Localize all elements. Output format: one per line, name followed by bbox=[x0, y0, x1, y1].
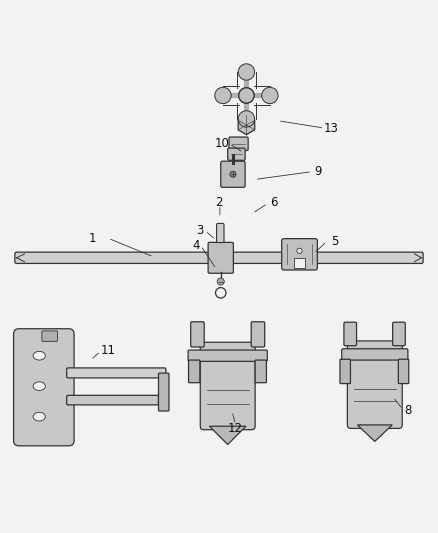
Text: 6: 6 bbox=[270, 196, 277, 208]
FancyBboxPatch shape bbox=[188, 360, 200, 383]
FancyBboxPatch shape bbox=[255, 360, 266, 383]
FancyBboxPatch shape bbox=[67, 368, 166, 378]
FancyBboxPatch shape bbox=[67, 395, 159, 405]
FancyBboxPatch shape bbox=[251, 322, 265, 347]
Text: 2: 2 bbox=[215, 196, 223, 208]
Ellipse shape bbox=[33, 382, 46, 391]
Text: 1: 1 bbox=[89, 232, 96, 245]
FancyBboxPatch shape bbox=[14, 329, 74, 446]
FancyBboxPatch shape bbox=[344, 322, 357, 346]
FancyBboxPatch shape bbox=[159, 373, 169, 411]
FancyBboxPatch shape bbox=[188, 350, 267, 361]
FancyBboxPatch shape bbox=[228, 148, 245, 160]
Text: 10: 10 bbox=[215, 138, 230, 150]
FancyBboxPatch shape bbox=[15, 252, 423, 263]
Circle shape bbox=[239, 88, 254, 103]
FancyBboxPatch shape bbox=[282, 239, 318, 270]
FancyBboxPatch shape bbox=[217, 223, 224, 243]
Circle shape bbox=[297, 248, 302, 254]
Text: 8: 8 bbox=[405, 405, 412, 417]
Bar bbox=[294, 258, 305, 268]
Circle shape bbox=[238, 111, 254, 127]
Ellipse shape bbox=[33, 351, 46, 360]
Polygon shape bbox=[357, 425, 392, 441]
Text: 3: 3 bbox=[196, 224, 203, 237]
FancyBboxPatch shape bbox=[347, 341, 402, 429]
FancyBboxPatch shape bbox=[200, 342, 255, 430]
FancyBboxPatch shape bbox=[229, 137, 248, 150]
Text: 4: 4 bbox=[192, 239, 200, 252]
Circle shape bbox=[217, 278, 224, 285]
Polygon shape bbox=[238, 116, 255, 135]
Text: 9: 9 bbox=[314, 165, 322, 178]
Text: 13: 13 bbox=[324, 122, 339, 135]
Circle shape bbox=[230, 171, 236, 177]
Text: 5: 5 bbox=[331, 235, 338, 248]
FancyBboxPatch shape bbox=[221, 161, 245, 187]
FancyBboxPatch shape bbox=[342, 349, 408, 360]
FancyBboxPatch shape bbox=[340, 359, 350, 384]
FancyBboxPatch shape bbox=[392, 322, 405, 346]
Circle shape bbox=[261, 87, 278, 103]
Text: 12: 12 bbox=[228, 422, 243, 435]
Circle shape bbox=[238, 64, 254, 80]
Polygon shape bbox=[209, 426, 246, 445]
Ellipse shape bbox=[33, 413, 46, 421]
Circle shape bbox=[215, 87, 231, 103]
FancyBboxPatch shape bbox=[398, 359, 409, 384]
FancyBboxPatch shape bbox=[208, 243, 233, 273]
FancyBboxPatch shape bbox=[42, 331, 57, 341]
FancyBboxPatch shape bbox=[191, 322, 204, 347]
Text: 11: 11 bbox=[100, 344, 116, 357]
Circle shape bbox=[239, 88, 254, 103]
